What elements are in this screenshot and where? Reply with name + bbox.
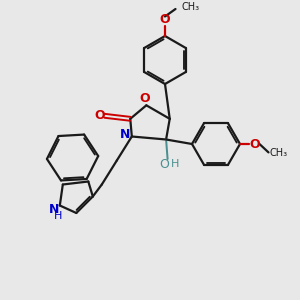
Text: H: H (171, 159, 179, 170)
Text: O: O (140, 92, 150, 105)
Text: CH₃: CH₃ (270, 148, 288, 158)
Text: O: O (160, 13, 170, 26)
Text: O: O (94, 109, 105, 122)
Text: CH₃: CH₃ (182, 2, 200, 13)
Text: H: H (53, 211, 62, 221)
Text: O: O (159, 158, 169, 172)
Text: O: O (250, 137, 260, 151)
Text: N: N (120, 128, 130, 142)
Text: N: N (49, 202, 60, 216)
